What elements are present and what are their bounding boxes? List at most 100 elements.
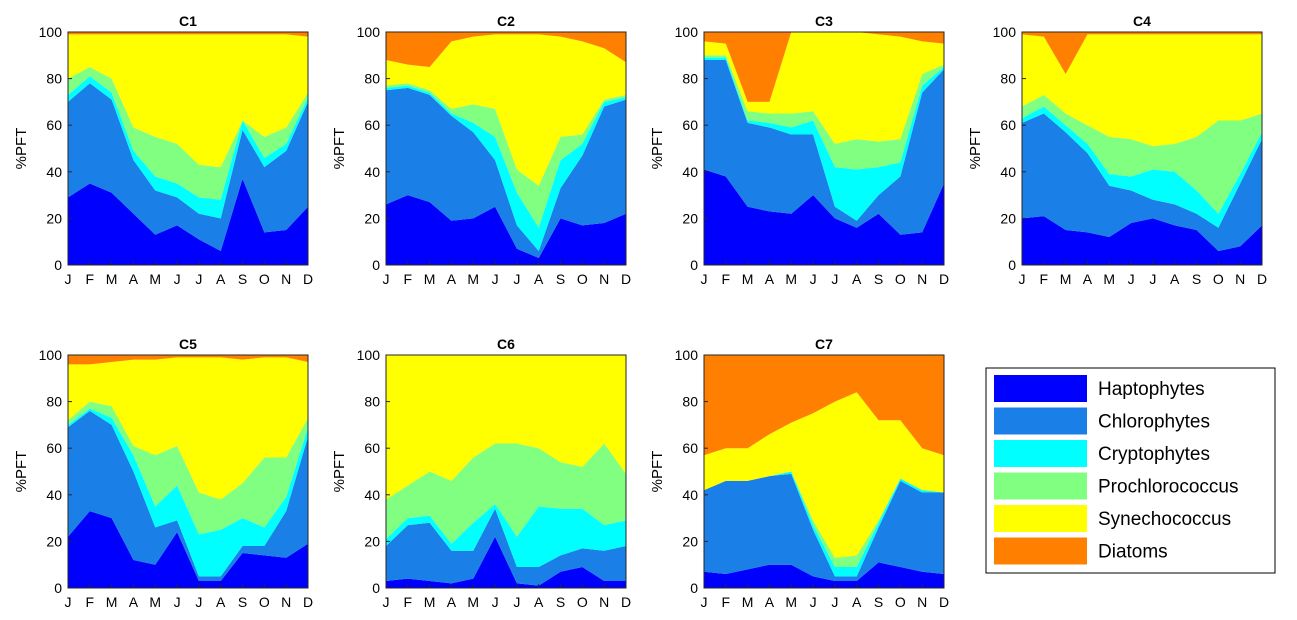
legend-swatch [994, 440, 1087, 467]
area-haptophytes [704, 562, 944, 588]
y-axis-label: %PFT [649, 128, 666, 170]
area-prochlorococcus [1022, 94, 1262, 214]
x-tick-label: N [281, 594, 291, 610]
legend-item-haptophytes: Haptophytes [994, 375, 1205, 402]
area-synechococcus [704, 32, 944, 144]
x-tick-label: F [404, 271, 413, 287]
x-tick-label: A [534, 594, 544, 610]
x-tick-label: S [1192, 271, 1201, 287]
x-tick-label: D [939, 594, 949, 610]
x-tick-label: J [383, 594, 390, 610]
y-tick-label: 20 [682, 533, 698, 549]
area-prochlorococcus [68, 66, 308, 200]
legend-item-prochlorococcus: Prochlorococcus [994, 472, 1238, 500]
panel-title: C4 [1133, 13, 1151, 29]
x-tick-label: M [785, 594, 797, 610]
x-tick-label: O [895, 594, 906, 610]
x-tick-label: J [1149, 271, 1156, 287]
legend-swatch [994, 407, 1087, 435]
x-tick-label: F [1040, 271, 1049, 287]
x-tick-label: S [238, 271, 247, 287]
y-tick-label: 40 [46, 487, 62, 503]
x-tick-label: F [86, 271, 95, 287]
x-tick-label: J [701, 594, 708, 610]
y-tick-label: 0 [690, 580, 698, 596]
x-tick-label: D [303, 594, 313, 610]
panel-title: C2 [497, 13, 515, 29]
area-chlorophytes [386, 87, 626, 259]
legend-item-chlorophytes: Chlorophytes [994, 407, 1210, 435]
area-synechococcus [386, 34, 626, 186]
y-axis-label: %PFT [331, 128, 348, 170]
legend-label: Diatoms [1098, 542, 1168, 563]
legend-item-synechococcus: Synechococcus [994, 505, 1231, 532]
panel-title: C6 [497, 336, 515, 352]
y-tick-label: 100 [675, 347, 699, 363]
x-tick-label: J [831, 271, 838, 287]
x-tick-label: O [577, 594, 588, 610]
area-synechococcus [704, 392, 944, 558]
x-tick-label: A [534, 271, 544, 287]
x-tick-label: N [599, 271, 609, 287]
x-tick-label: N [917, 594, 927, 610]
x-tick-label: M [742, 594, 754, 610]
x-tick-label: O [1213, 271, 1224, 287]
x-tick-label: N [599, 594, 609, 610]
area-cryptophytes [386, 85, 626, 252]
y-tick-label: 40 [1000, 164, 1016, 180]
x-tick-label: J [195, 271, 202, 287]
x-tick-label: M [742, 271, 754, 287]
area-synechococcus [68, 357, 308, 500]
area-haptophytes [68, 511, 308, 588]
y-tick-label: 0 [54, 580, 62, 596]
y-tick-label: 20 [46, 210, 62, 226]
area-haptophytes [68, 178, 308, 265]
y-tick-label: 100 [39, 24, 63, 40]
x-tick-label: J [831, 594, 838, 610]
y-tick-label: 80 [46, 71, 62, 87]
area-prochlorococcus [704, 55, 944, 170]
y-tick-label: 80 [364, 71, 380, 87]
legend-label: Prochlorococcus [1098, 477, 1238, 498]
area-diatoms [68, 32, 308, 37]
y-axis-label: %PFT [967, 128, 984, 170]
axes-frame [385, 354, 627, 589]
y-tick-label: 60 [1000, 117, 1016, 133]
y-tick-label: 40 [682, 487, 698, 503]
x-tick-label: M [467, 271, 479, 287]
axes-frame [703, 354, 945, 589]
y-tick-label: 20 [364, 210, 380, 226]
x-tick-label: J [65, 594, 72, 610]
x-tick-label: A [447, 594, 457, 610]
axes-frame [385, 31, 627, 266]
area-synechococcus [68, 34, 308, 168]
x-tick-label: F [86, 594, 95, 610]
y-axis-label: %PFT [649, 451, 666, 493]
legend-label: Synechococcus [1098, 509, 1231, 530]
y-tick-label: 40 [364, 164, 380, 180]
y-tick-label: 80 [682, 71, 698, 87]
x-tick-label: A [1083, 271, 1093, 287]
x-tick-label: M [424, 594, 436, 610]
x-tick-label: D [621, 271, 631, 287]
area-prochlorococcus [68, 401, 308, 535]
y-tick-label: 60 [364, 440, 380, 456]
y-tick-label: 80 [1000, 71, 1016, 87]
y-tick-label: 60 [682, 440, 698, 456]
area-diatoms [1022, 32, 1262, 74]
x-tick-label: D [939, 271, 949, 287]
legend: Haptophytes Chlorophytes Cryptophytes Proch… [985, 367, 1276, 574]
legend-label: Cryptophytes [1098, 444, 1210, 465]
x-tick-label: A [216, 594, 226, 610]
x-tick-label: A [447, 271, 457, 287]
legend-label: Chlorophytes [1098, 412, 1210, 433]
x-tick-label: J [1019, 271, 1026, 287]
area-prochlorococcus [386, 83, 626, 228]
x-tick-label: A [765, 271, 775, 287]
